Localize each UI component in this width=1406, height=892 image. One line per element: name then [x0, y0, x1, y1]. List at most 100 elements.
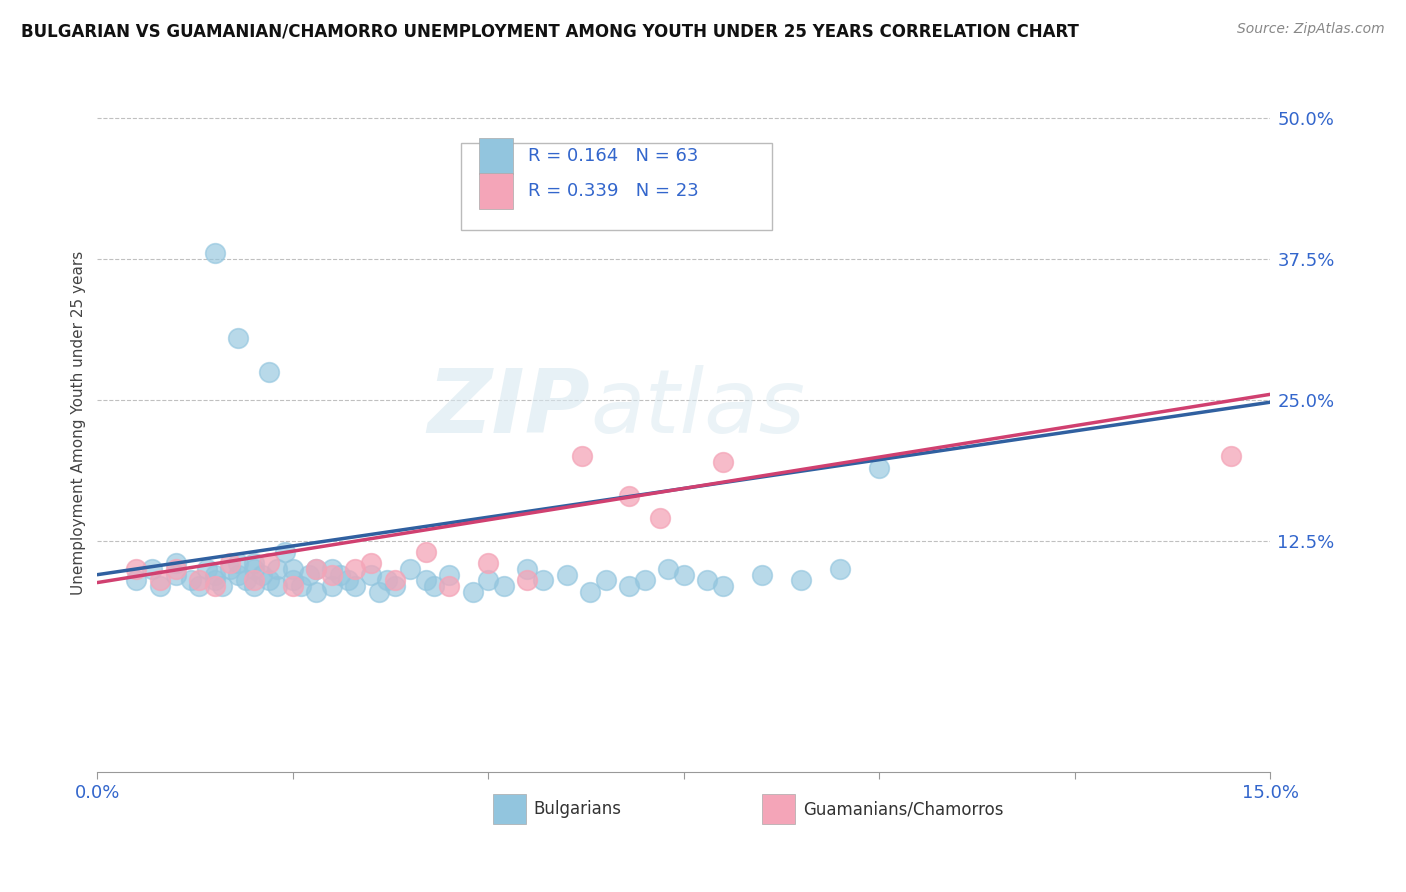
Point	[1220, 450, 1243, 464]
Point	[211, 579, 233, 593]
Point	[384, 574, 406, 588]
Point	[266, 562, 288, 576]
Point	[188, 574, 211, 588]
Point	[165, 562, 187, 576]
Point	[219, 557, 242, 571]
Point	[336, 574, 359, 588]
Point	[141, 562, 163, 576]
Point	[226, 567, 249, 582]
Point	[634, 574, 657, 588]
Point	[281, 562, 304, 576]
Point	[531, 574, 554, 588]
Point	[751, 567, 773, 582]
Text: R = 0.164   N = 63: R = 0.164 N = 63	[527, 147, 699, 165]
Point	[696, 574, 718, 588]
FancyBboxPatch shape	[478, 173, 513, 210]
Text: ZIP: ZIP	[427, 365, 591, 452]
Point	[204, 574, 226, 588]
Point	[305, 584, 328, 599]
Point	[657, 562, 679, 576]
Point	[790, 574, 813, 588]
Point	[477, 557, 499, 571]
Point	[125, 562, 148, 576]
Point	[516, 562, 538, 576]
Text: Source: ZipAtlas.com: Source: ZipAtlas.com	[1237, 22, 1385, 37]
Point	[180, 574, 202, 588]
Point	[250, 567, 273, 582]
Point	[579, 584, 602, 599]
Point	[204, 567, 226, 582]
Point	[195, 562, 218, 576]
Point	[188, 579, 211, 593]
Point	[617, 489, 640, 503]
Point	[439, 567, 461, 582]
Point	[415, 545, 437, 559]
Text: BULGARIAN VS GUAMANIAN/CHAMORRO UNEMPLOYMENT AMONG YOUTH UNDER 25 YEARS CORRELAT: BULGARIAN VS GUAMANIAN/CHAMORRO UNEMPLOY…	[21, 22, 1078, 40]
FancyBboxPatch shape	[478, 138, 513, 174]
Point	[617, 579, 640, 593]
Text: R = 0.339   N = 23: R = 0.339 N = 23	[527, 182, 699, 200]
Point	[375, 574, 398, 588]
Point	[149, 579, 172, 593]
Point	[321, 579, 343, 593]
Point	[830, 562, 852, 576]
Point	[321, 562, 343, 576]
Point	[242, 557, 264, 571]
Point	[492, 579, 515, 593]
Text: atlas: atlas	[591, 366, 804, 451]
Point	[274, 545, 297, 559]
Point	[204, 579, 226, 593]
Point	[242, 562, 264, 576]
Point	[711, 579, 734, 593]
FancyBboxPatch shape	[461, 143, 772, 230]
Point	[422, 579, 444, 593]
Text: Bulgarians: Bulgarians	[534, 800, 621, 818]
Point	[125, 574, 148, 588]
Point	[297, 567, 319, 582]
Point	[415, 574, 437, 588]
FancyBboxPatch shape	[492, 794, 526, 824]
Point	[384, 579, 406, 593]
Point	[226, 331, 249, 345]
Point	[219, 562, 242, 576]
Point	[367, 584, 389, 599]
Point	[281, 574, 304, 588]
Point	[868, 460, 890, 475]
Point	[399, 562, 422, 576]
Point	[226, 557, 249, 571]
Point	[266, 579, 288, 593]
Point	[672, 567, 695, 582]
Point	[516, 574, 538, 588]
Point	[360, 557, 382, 571]
Point	[461, 584, 484, 599]
Point	[305, 562, 328, 576]
Point	[305, 562, 328, 576]
Point	[321, 567, 343, 582]
Point	[571, 450, 593, 464]
Point	[242, 579, 264, 593]
Point	[259, 557, 281, 571]
Point	[439, 579, 461, 593]
Point	[235, 574, 257, 588]
Text: Guamanians/Chamorros: Guamanians/Chamorros	[804, 800, 1004, 818]
Point	[204, 246, 226, 260]
Point	[242, 574, 264, 588]
FancyBboxPatch shape	[762, 794, 796, 824]
Point	[477, 574, 499, 588]
Point	[711, 455, 734, 469]
Y-axis label: Unemployment Among Youth under 25 years: Unemployment Among Youth under 25 years	[72, 251, 86, 595]
Point	[165, 557, 187, 571]
Point	[149, 574, 172, 588]
Point	[259, 365, 281, 379]
Point	[595, 574, 617, 588]
Point	[555, 567, 578, 582]
Point	[281, 579, 304, 593]
Point	[329, 567, 352, 582]
Point	[344, 562, 367, 576]
Point	[290, 579, 312, 593]
Point	[650, 511, 672, 525]
Point	[344, 579, 367, 593]
Point	[259, 574, 281, 588]
Point	[360, 567, 382, 582]
Point	[165, 567, 187, 582]
